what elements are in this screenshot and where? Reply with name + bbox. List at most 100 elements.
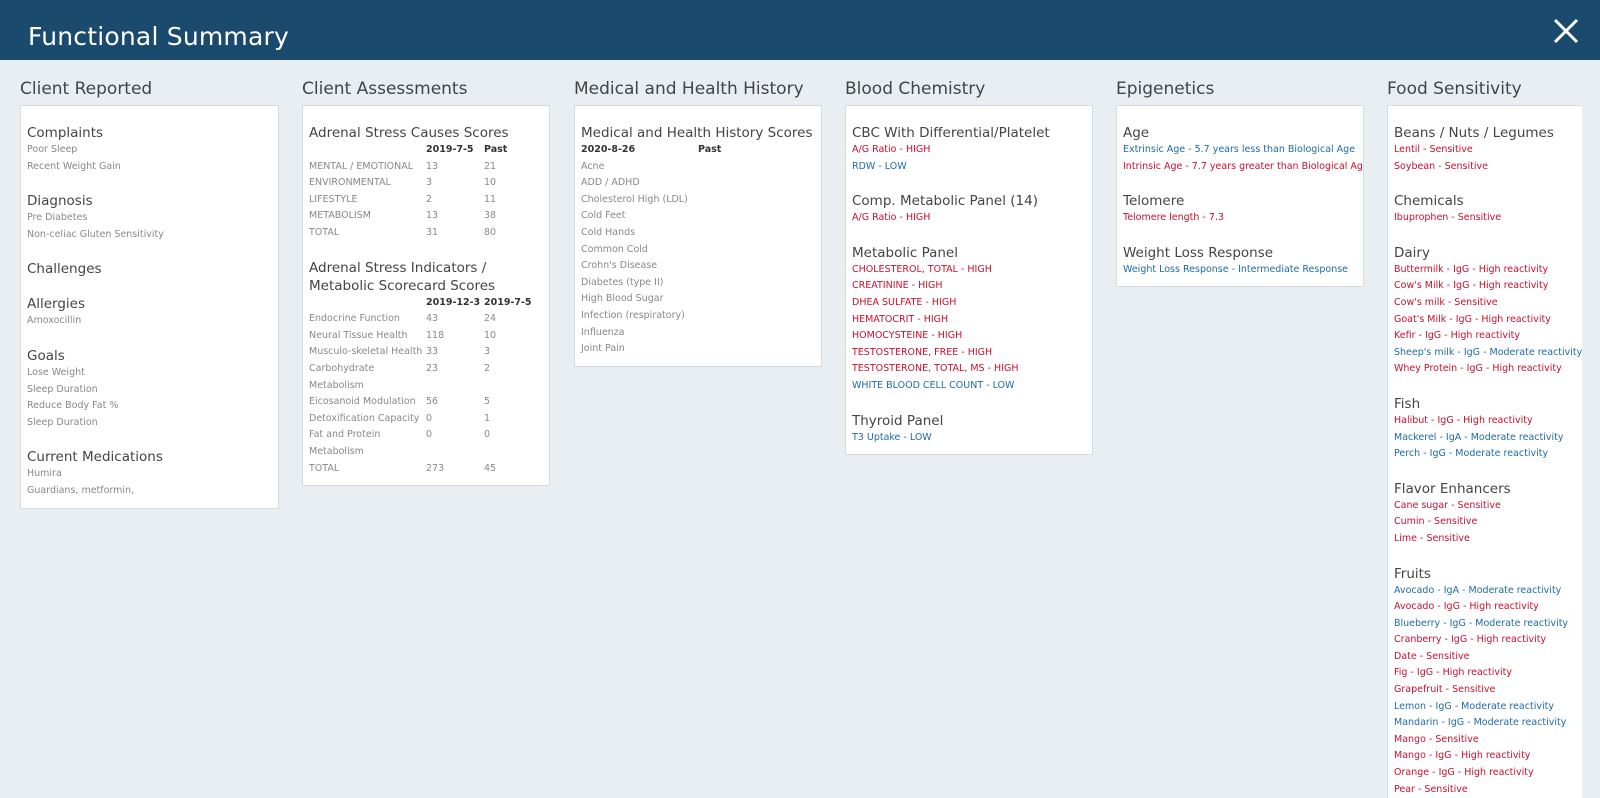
section-title: Metabolic Panel	[852, 244, 958, 261]
table-header-row: 2020-8-26 Past	[581, 142, 815, 159]
table-cell: 11	[484, 193, 497, 205]
table-cell: Crohn's Disease	[581, 260, 658, 272]
section-title: CBC With Differential/Platelet	[852, 125, 1050, 141]
result-item: Sheep's milk - IgG - Moderate reactivity	[1394, 346, 1582, 358]
table-cell: 80	[484, 226, 497, 238]
section: Flavor Enhancers Cane sugar - Sensitive Cu…	[1394, 480, 1576, 548]
section-title: Adrenal Stress Indicators / Metabolic Sc…	[309, 259, 496, 294]
section-title: Comp. Metabolic Panel (14)	[852, 193, 1038, 210]
result-item: CHOLESTEROL, TOTAL - HIGH	[852, 263, 992, 275]
column-header: Past	[484, 144, 508, 155]
section: Dairy Buttermilk - IgG - High reactivity C…	[1394, 244, 1582, 378]
result-item: HEMATOCRIT - HIGH	[852, 313, 949, 325]
section: Weight Loss Response Weight Loss Response…	[1123, 244, 1357, 279]
table-row: Cold Hands	[581, 225, 815, 242]
table-cell: Fat and Protein Metabolism	[309, 429, 381, 457]
medical-history-table: 2020-8-26 Past Acne ADD / ADHD Cholesterol H…	[581, 142, 815, 358]
table-row: Crohn's Disease	[581, 258, 815, 275]
result-item: Avocado - IgG - High reactivity	[1394, 601, 1539, 613]
table-cell: Cold Feet	[581, 210, 626, 222]
result-item: Cranberry - IgG - High reactivity	[1394, 634, 1547, 646]
table-row: TOTAL 273 45	[309, 461, 542, 478]
table-row: LIFESTYLE 2 11	[309, 192, 542, 209]
table-row: Acne	[581, 159, 815, 176]
table-row: METABOLISM 13 38	[309, 208, 542, 225]
section: Beans / Nuts / Legumes Lentil - Sensitive…	[1394, 124, 1576, 175]
section: CBC With Differential/Platelet A/G Ratio …	[852, 124, 1086, 175]
table-cell: METABOLISM	[309, 210, 371, 222]
section-title: Adrenal Stress Causes Scores	[309, 125, 509, 141]
list-item: Sleep Duration	[27, 383, 98, 395]
section: Chemicals Ibuprophen - Sensitive	[1394, 192, 1576, 227]
result-item: Weight Loss Response - Intermediate Resp…	[1123, 263, 1349, 275]
table-cell: 5	[484, 396, 491, 408]
epigenetics-card: Age Extrinsic Age - 5.7 years less than B…	[1116, 105, 1364, 288]
section-title: Age	[1123, 125, 1150, 141]
result-item: RDW - LOW	[852, 160, 907, 172]
section: Complaints Poor Sleep Recent Weight Gain	[27, 124, 272, 175]
list-item: Sleep Duration	[27, 416, 98, 428]
client-assessments-card: Adrenal Stress Causes Scores 2019-7-5 Pas…	[302, 105, 550, 487]
section-title: Fruits	[1394, 565, 1431, 582]
result-item: Kefir - IgG - High reactivity	[1394, 330, 1521, 342]
list-item: Humira	[27, 468, 62, 480]
result-item: Grapefruit - Sensitive	[1394, 684, 1496, 696]
result-item: Perch - IgG - Moderate reactivity	[1394, 448, 1549, 460]
table-cell: 10	[484, 329, 497, 341]
table-cell: 3	[426, 177, 433, 189]
result-item: T3 Uptake - LOW	[852, 431, 932, 443]
result-item: Cane sugar - Sensitive	[1394, 499, 1501, 511]
column-heading: Epigenetics	[1116, 79, 1215, 99]
result-item: Mango - IgG - High reactivity	[1394, 750, 1531, 762]
table-row: MENTAL / EMOTIONAL 13 21	[309, 159, 542, 176]
result-item: Lemon - IgG - Moderate reactivity	[1394, 700, 1554, 712]
table-cell: LIFESTYLE	[309, 193, 358, 205]
column-food-sensitivity: Food Sensitivity Beans / Nuts / Legumes L…	[1387, 78, 1582, 798]
result-item: Pear - Sensitive	[1394, 783, 1468, 795]
section: Current Medications Humira Guardians, metf…	[27, 448, 272, 499]
table-cell: High Blood Sugar	[581, 293, 664, 305]
table-cell: Carbohydrate Metabolism	[309, 362, 375, 391]
column-epigenetics: Epigenetics Age Extrinsic Age - 5.7 years…	[1116, 78, 1364, 288]
food-sensitivity-card: Beans / Nuts / Legumes Lentil - Sensitive…	[1387, 105, 1582, 798]
result-item: Mango - Sensitive	[1394, 733, 1479, 745]
medical-history-card: Medical and Health History Scores 2020-8…	[574, 105, 822, 367]
table-cell: Influenza	[581, 326, 625, 338]
table-cell: Endocrine Function	[309, 313, 400, 325]
close-icon[interactable]	[1551, 16, 1581, 46]
table-cell: Acne	[581, 160, 605, 172]
table-row: Fat and Protein Metabolism 0 0	[309, 427, 542, 460]
column-medical-history: Medical and Health History Medical and H…	[574, 78, 822, 367]
table-cell: Cholesterol High (LDL)	[581, 193, 688, 205]
table-cell: 21	[484, 160, 497, 172]
table-row: Infection (respiratory)	[581, 308, 815, 325]
section-title: Goals	[27, 347, 65, 364]
table-cell: 1	[484, 412, 491, 424]
blood-chemistry-card: CBC With Differential/Platelet A/G Ratio …	[845, 105, 1093, 456]
section-title: Allergies	[27, 296, 86, 313]
table-cell: 2	[426, 193, 433, 205]
table-cell: Common Cold	[581, 243, 648, 255]
result-item: Mackerel - IgA - Moderate reactivity	[1394, 431, 1564, 443]
section-title: Thyroid Panel	[852, 412, 944, 429]
section: Goals Lose Weight Sleep Duration Reduce Bod…	[27, 347, 272, 431]
column-header	[309, 142, 426, 159]
table-cell: TOTAL	[309, 462, 340, 474]
result-item: Soybean - Sensitive	[1394, 160, 1488, 172]
section: Fish Halibut - IgG - High reactivity Macke…	[1394, 395, 1576, 463]
list-item: Pre Diabetes	[27, 212, 88, 224]
table-cell: 56	[426, 396, 439, 408]
result-item: Intrinsic Age - 7.7 years greater than B…	[1123, 160, 1364, 172]
table-cell: Neural Tissue Health	[309, 329, 408, 341]
section-title: Dairy	[1394, 244, 1430, 261]
table-row: High Blood Sugar	[581, 291, 815, 308]
table-cell: 0	[426, 429, 433, 441]
result-item: A/G Ratio - HIGH	[852, 212, 931, 224]
result-item: Lentil - Sensitive	[1394, 144, 1473, 155]
table-cell: 118	[426, 329, 445, 341]
result-item: Lime - Sensitive	[1394, 532, 1470, 544]
table-cell: 13	[426, 210, 439, 222]
table-cell: Diabetes (type II)	[581, 276, 664, 288]
table-cell: Infection (respiratory)	[581, 309, 685, 321]
column-heading: Medical and Health History	[574, 79, 804, 99]
